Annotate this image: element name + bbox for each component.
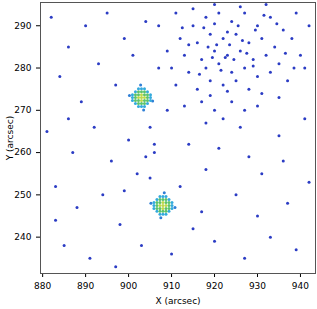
svg-text:900: 900 bbox=[120, 281, 137, 291]
svg-text:260: 260 bbox=[14, 147, 31, 157]
svg-text:250: 250 bbox=[14, 190, 31, 200]
svg-text:940: 940 bbox=[292, 281, 309, 291]
svg-text:290: 290 bbox=[14, 21, 31, 31]
svg-text:Y (arcsec): Y (arcsec) bbox=[5, 116, 15, 162]
svg-text:280: 280 bbox=[14, 63, 31, 73]
svg-text:880: 880 bbox=[34, 281, 51, 291]
svg-text:930: 930 bbox=[249, 281, 266, 291]
svg-text:240: 240 bbox=[14, 232, 31, 242]
svg-text:910: 910 bbox=[163, 281, 180, 291]
svg-text:920: 920 bbox=[206, 281, 223, 291]
svg-text:890: 890 bbox=[77, 281, 94, 291]
svg-text:270: 270 bbox=[14, 105, 31, 115]
svg-text:X (arcsec): X (arcsec) bbox=[155, 296, 200, 306]
